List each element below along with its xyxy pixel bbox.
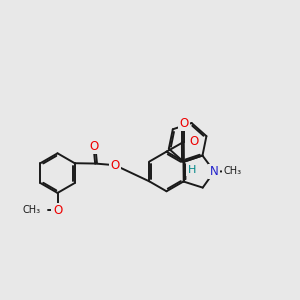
Text: O: O: [53, 204, 62, 217]
Text: O: O: [190, 135, 199, 148]
Text: O: O: [89, 140, 98, 153]
Text: CH₃: CH₃: [223, 166, 241, 176]
Text: N: N: [210, 165, 219, 178]
Text: O: O: [110, 159, 120, 172]
Text: CH₃: CH₃: [22, 206, 40, 215]
Text: H: H: [188, 165, 196, 175]
Text: O: O: [179, 117, 188, 130]
